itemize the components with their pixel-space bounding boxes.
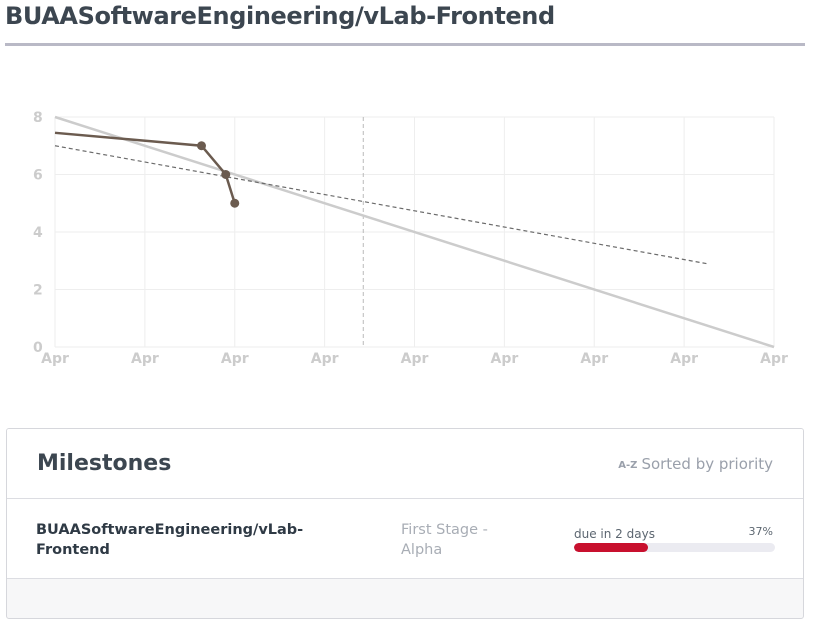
y-tick-label: 2 (33, 283, 43, 299)
x-tick-label: Apr (760, 351, 788, 367)
x-tick-label: Apr (580, 351, 608, 367)
milestones-header: Milestones A-Z Sorted by priority (7, 429, 803, 499)
burndown-chart: 0 2 4 6 8 Apr Apr Apr Apr Apr Apr Apr Apr Apr (33, 110, 788, 367)
milestone-repo[interactable]: BUAASoftwareEngineering/vLab-Frontend (36, 522, 304, 558)
ideal-line (54, 115, 775, 349)
x-tick-label: Apr (221, 351, 249, 367)
sort-az-icon: A-Z (618, 460, 638, 471)
milestone-progress-bar (574, 543, 775, 552)
chart-lines (54, 115, 775, 349)
x-tick-label: Apr (401, 351, 429, 367)
x-tick-label: Apr (311, 351, 339, 367)
x-tick-label: Apr (490, 351, 518, 367)
y-tick-label: 8 (33, 110, 43, 126)
chart-ticks: 0 2 4 6 8 Apr Apr Apr Apr Apr Apr Apr Apr Apr (33, 110, 788, 367)
y-tick-label: 6 (33, 168, 43, 184)
x-tick-label: Apr (131, 351, 159, 367)
sort-label: Sorted by priority (641, 455, 773, 473)
sort-control[interactable]: A-Z Sorted by priority (618, 455, 773, 473)
x-tick-label: Apr (41, 351, 69, 367)
milestones-title: Milestones (37, 451, 172, 476)
page-title: BUAASoftwareEngineering/vLab-Frontend (5, 2, 555, 30)
milestones-panel: Milestones A-Z Sorted by priority BUAASof… (6, 428, 804, 619)
trend-line (54, 145, 707, 265)
milestone-due: due in 2 days (574, 527, 655, 541)
actual-point (196, 141, 206, 151)
milestone-name[interactable]: First Stage - Alpha (401, 522, 488, 558)
y-tick-label: 0 (33, 340, 43, 356)
y-tick-label: 4 (33, 225, 43, 241)
actual-point (221, 170, 231, 179)
milestone-row[interactable]: BUAASoftwareEngineering/vLab-Frontend Fi… (7, 499, 803, 579)
x-tick-label: Apr (670, 351, 698, 367)
actual-point (230, 198, 240, 208)
title-divider (5, 43, 805, 46)
milestone-percent: 37% (748, 525, 773, 538)
chart-grid (54, 116, 775, 348)
actual-line (54, 131, 236, 204)
milestone-progress-fill (574, 543, 649, 552)
